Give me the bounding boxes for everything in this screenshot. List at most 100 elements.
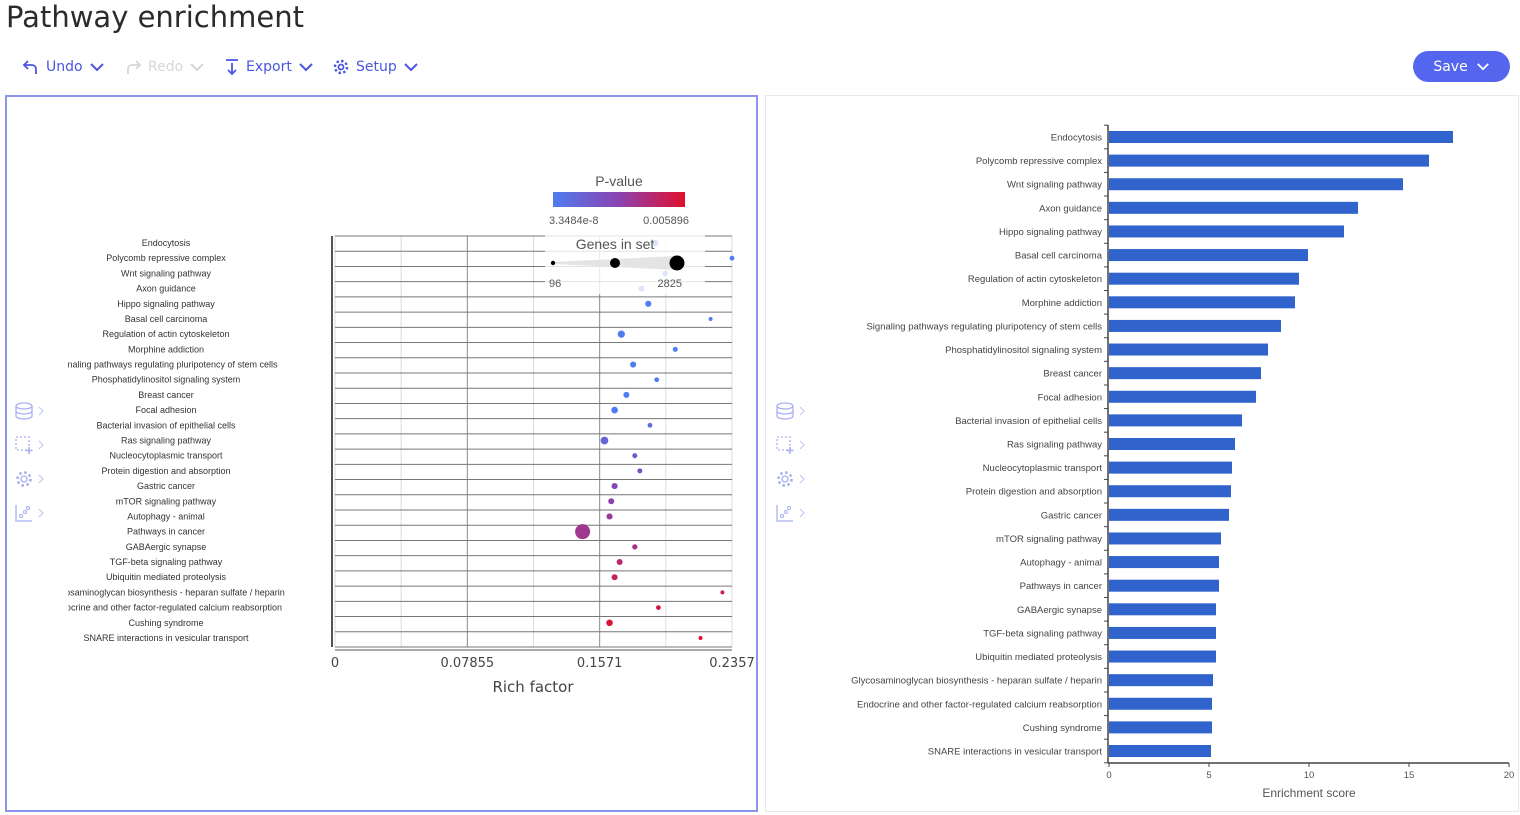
bar: [1109, 674, 1213, 687]
gear-menu-button[interactable]: [14, 468, 44, 490]
x-tick-label: 0.2357: [709, 656, 755, 671]
pvalue-min-label: 3.3484e-8: [549, 215, 599, 227]
bar: [1109, 697, 1212, 710]
chevron-right-icon: [799, 440, 805, 450]
y-tick-label: Endocrine and other factor-regulated cal…: [50, 603, 282, 613]
data-point: [654, 377, 660, 383]
size-legend-min-dot: [550, 260, 556, 266]
data-point: [611, 574, 618, 581]
select-add-icon: [15, 436, 33, 454]
bar: [1109, 438, 1235, 450]
chevron-right-icon: [799, 508, 805, 518]
y-tick-label: Endocytosis: [1051, 133, 1102, 144]
chevron-down-icon: [89, 63, 104, 72]
y-tick-label: Focal adhesion: [135, 405, 196, 415]
y-tick-label: SNARE interactions in vesicular transpor…: [928, 747, 1103, 758]
pvalue-max-label: 0.005896: [643, 215, 689, 227]
bar: [1109, 745, 1211, 757]
y-tick-label: Polycomb repressive complex: [976, 156, 1102, 167]
redo-button[interactable]: Redo: [124, 56, 205, 78]
select-add-menu-button[interactable]: [775, 434, 805, 456]
gear-menu-button[interactable]: [775, 468, 805, 490]
select-add-icon: [776, 436, 794, 454]
y-tick-label: Breast cancer: [138, 390, 194, 400]
bar: [1109, 272, 1299, 285]
y-tick-label: Bacterial invasion of epithelial cells: [96, 420, 236, 430]
y-tick-label: Glycosaminoglycan biosynthesis - heparan…: [851, 676, 1102, 687]
data-point: [611, 406, 618, 414]
export-button[interactable]: Export: [224, 56, 314, 78]
pvalue-color-bar: [553, 192, 685, 207]
data-point: [698, 636, 703, 640]
data-point: [606, 513, 613, 520]
chevron-down-icon: [299, 63, 313, 72]
y-tick-label: Focal adhesion: [1038, 392, 1102, 403]
chevron-right-icon: [799, 474, 805, 484]
x-tick-label: 15: [1404, 770, 1415, 781]
x-tick-label: 0: [331, 656, 339, 671]
data-point: [611, 483, 618, 490]
y-tick-label: Glycosaminoglycan biosynthesis - heparan…: [47, 587, 285, 597]
database-menu-button[interactable]: [775, 400, 805, 422]
y-tick-label: Phosphatidylinositol signaling system: [945, 345, 1102, 356]
redo-icon: [127, 60, 142, 74]
export-icon: [226, 59, 238, 76]
data-point: [637, 468, 643, 474]
enrichment-score-chart-panel[interactable]: [765, 95, 1519, 812]
bar: [1109, 201, 1358, 214]
bar: [1109, 249, 1308, 262]
scatter-chart-menu-button[interactable]: [14, 502, 44, 524]
y-tick-label: Protein digestion and absorption: [966, 487, 1102, 498]
x-tick-label: 5: [1206, 770, 1211, 781]
bar: [1109, 579, 1219, 592]
scatter-chart-icon: [776, 505, 793, 522]
data-point: [630, 361, 637, 368]
chevron-right-icon: [38, 508, 44, 518]
x-tick-label: 10: [1304, 770, 1315, 781]
bar: [1109, 414, 1242, 427]
database-icon: [776, 402, 794, 420]
save-button[interactable]: Save: [1413, 51, 1510, 82]
select-add-menu-button[interactable]: [14, 434, 44, 456]
data-point: [616, 559, 623, 566]
y-tick-label: Nucleocytoplasmic transport: [983, 463, 1103, 474]
y-tick-label: Autophagy - animal: [1020, 558, 1102, 569]
chevron-down-icon: [190, 63, 204, 72]
setup-label: Setup: [356, 59, 397, 75]
bar: [1109, 508, 1229, 521]
y-tick-label: Endocytosis: [142, 238, 191, 248]
y-tick-label: Gastric cancer: [1041, 510, 1102, 521]
gear-icon: [777, 471, 793, 487]
undo-button[interactable]: Undo: [22, 56, 105, 78]
y-tick-label: Basal cell carcinoma: [1015, 251, 1103, 262]
y-tick-label: GABAergic synapse: [126, 542, 207, 552]
rich-factor-chart-panel[interactable]: [5, 95, 758, 812]
bar: [1109, 626, 1216, 639]
export-label: Export: [246, 59, 292, 75]
bar: [1109, 390, 1256, 403]
y-tick-label: Gastric cancer: [137, 481, 195, 491]
y-tick-label: TGF-beta signaling pathway: [983, 628, 1102, 639]
bar: [1109, 154, 1429, 167]
database-menu-button[interactable]: [14, 400, 44, 422]
size-max-label: 2825: [658, 278, 682, 290]
setup-button[interactable]: Setup: [332, 56, 419, 78]
scatter-chart-menu-button[interactable]: [775, 502, 805, 524]
bar: [1109, 532, 1221, 545]
bar: [1109, 225, 1344, 238]
y-tick-label: Wnt signaling pathway: [121, 268, 212, 278]
bar: [1109, 178, 1403, 191]
y-tick-label: Ubiquitin mediated proteolysis: [975, 652, 1102, 663]
chevron-right-icon: [799, 406, 805, 416]
bar: [1109, 461, 1232, 474]
y-tick-label: SNARE interactions in vesicular transpor…: [83, 633, 249, 643]
x-axis-title: Enrichment score: [1262, 786, 1356, 800]
size-min-label: 96: [549, 278, 561, 290]
page-title: Pathway enrichment: [6, 0, 304, 34]
y-tick-label: Morphine addiction: [1022, 298, 1102, 309]
y-tick-label: Axon guidance: [1039, 203, 1102, 214]
y-tick-label: Polycomb repressive complex: [106, 253, 226, 263]
y-tick-label: mTOR signaling pathway: [996, 534, 1102, 545]
y-tick-label: Cushing syndrome: [1023, 723, 1102, 734]
